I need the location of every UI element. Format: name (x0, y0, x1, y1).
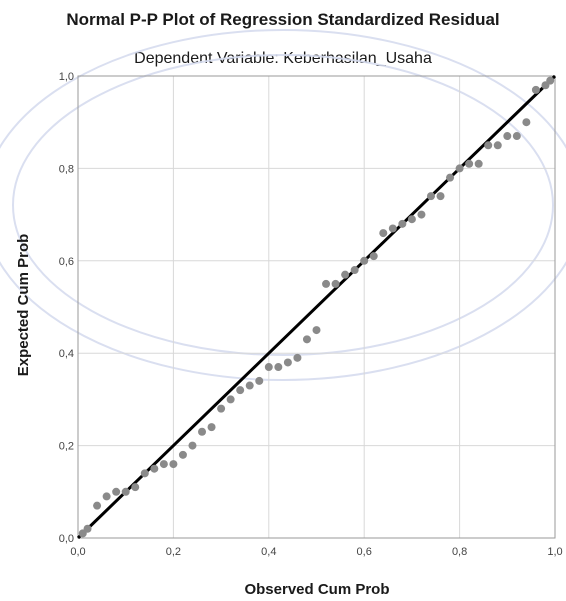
data-point (379, 229, 388, 238)
data-point (245, 381, 254, 390)
chart-subtitle: Dependent Variable: Keberhasilan_Usaha (134, 50, 432, 67)
data-point (159, 460, 168, 469)
data-point (465, 159, 474, 168)
data-point (474, 159, 483, 168)
y-tick-labels: 0,0 0,2 0,4 0,6 0,8 1,0 (59, 71, 74, 545)
data-point (546, 76, 555, 85)
data-point (236, 386, 245, 395)
data-points (78, 76, 555, 538)
data-point (331, 279, 340, 288)
data-point (302, 335, 311, 344)
data-point (503, 132, 512, 141)
data-point (493, 141, 502, 150)
x-axis-label: Observed Cum Prob (244, 581, 389, 598)
data-point (484, 141, 493, 150)
x-tick-label: 1,0 (547, 546, 562, 558)
x-tick-label: 0,4 (261, 546, 276, 558)
y-tick-label: 0,6 (59, 256, 74, 268)
data-point (398, 219, 407, 228)
data-point (121, 487, 130, 496)
y-tick-label: 0,2 (59, 441, 74, 453)
reference-line (76, 74, 557, 540)
data-point (522, 118, 531, 127)
data-point (178, 450, 187, 459)
y-tick-label: 0,4 (59, 348, 74, 360)
data-point (198, 427, 207, 436)
data-point (312, 326, 321, 335)
data-point (217, 404, 226, 413)
data-point (369, 252, 378, 261)
data-point (436, 192, 445, 201)
data-point (407, 215, 416, 224)
data-point (274, 363, 283, 372)
x-tick-label: 0,6 (357, 546, 372, 558)
data-point (512, 132, 521, 141)
plot-area (77, 75, 556, 539)
data-point (150, 464, 159, 473)
data-point (283, 358, 292, 367)
data-point (188, 441, 197, 450)
y-tick-label: 0,0 (59, 533, 74, 545)
data-point (131, 483, 140, 492)
data-point (207, 423, 216, 432)
data-point (531, 85, 540, 94)
data-point (169, 460, 178, 469)
data-point (102, 492, 111, 501)
x-tick-labels: 0,0 0,2 0,4 0,6 0,8 1,0 (70, 546, 562, 558)
data-point (455, 164, 464, 173)
x-tick-label: 0,0 (70, 546, 85, 558)
data-point (255, 376, 264, 385)
x-tick-label: 0,2 (166, 546, 181, 558)
data-point (293, 353, 302, 362)
data-point (426, 192, 435, 201)
chart-title: Normal P-P Plot of Regression Standardiz… (66, 10, 500, 29)
x-tick-label: 0,8 (452, 546, 467, 558)
data-point (83, 524, 92, 533)
data-point (322, 279, 331, 288)
data-point (417, 210, 426, 219)
data-point (388, 224, 397, 233)
data-point (264, 363, 273, 372)
y-axis-label: Expected Cum Prob (15, 234, 32, 377)
data-point (140, 469, 149, 478)
data-point (341, 270, 350, 279)
watermark-logo (0, 29, 566, 381)
y-tick-label: 1,0 (59, 71, 74, 83)
data-point (93, 501, 102, 510)
data-point (446, 173, 455, 182)
y-tick-label: 0,8 (59, 163, 74, 175)
data-point (226, 395, 235, 404)
data-point (360, 256, 369, 265)
data-point (350, 266, 359, 275)
data-point (112, 487, 121, 496)
